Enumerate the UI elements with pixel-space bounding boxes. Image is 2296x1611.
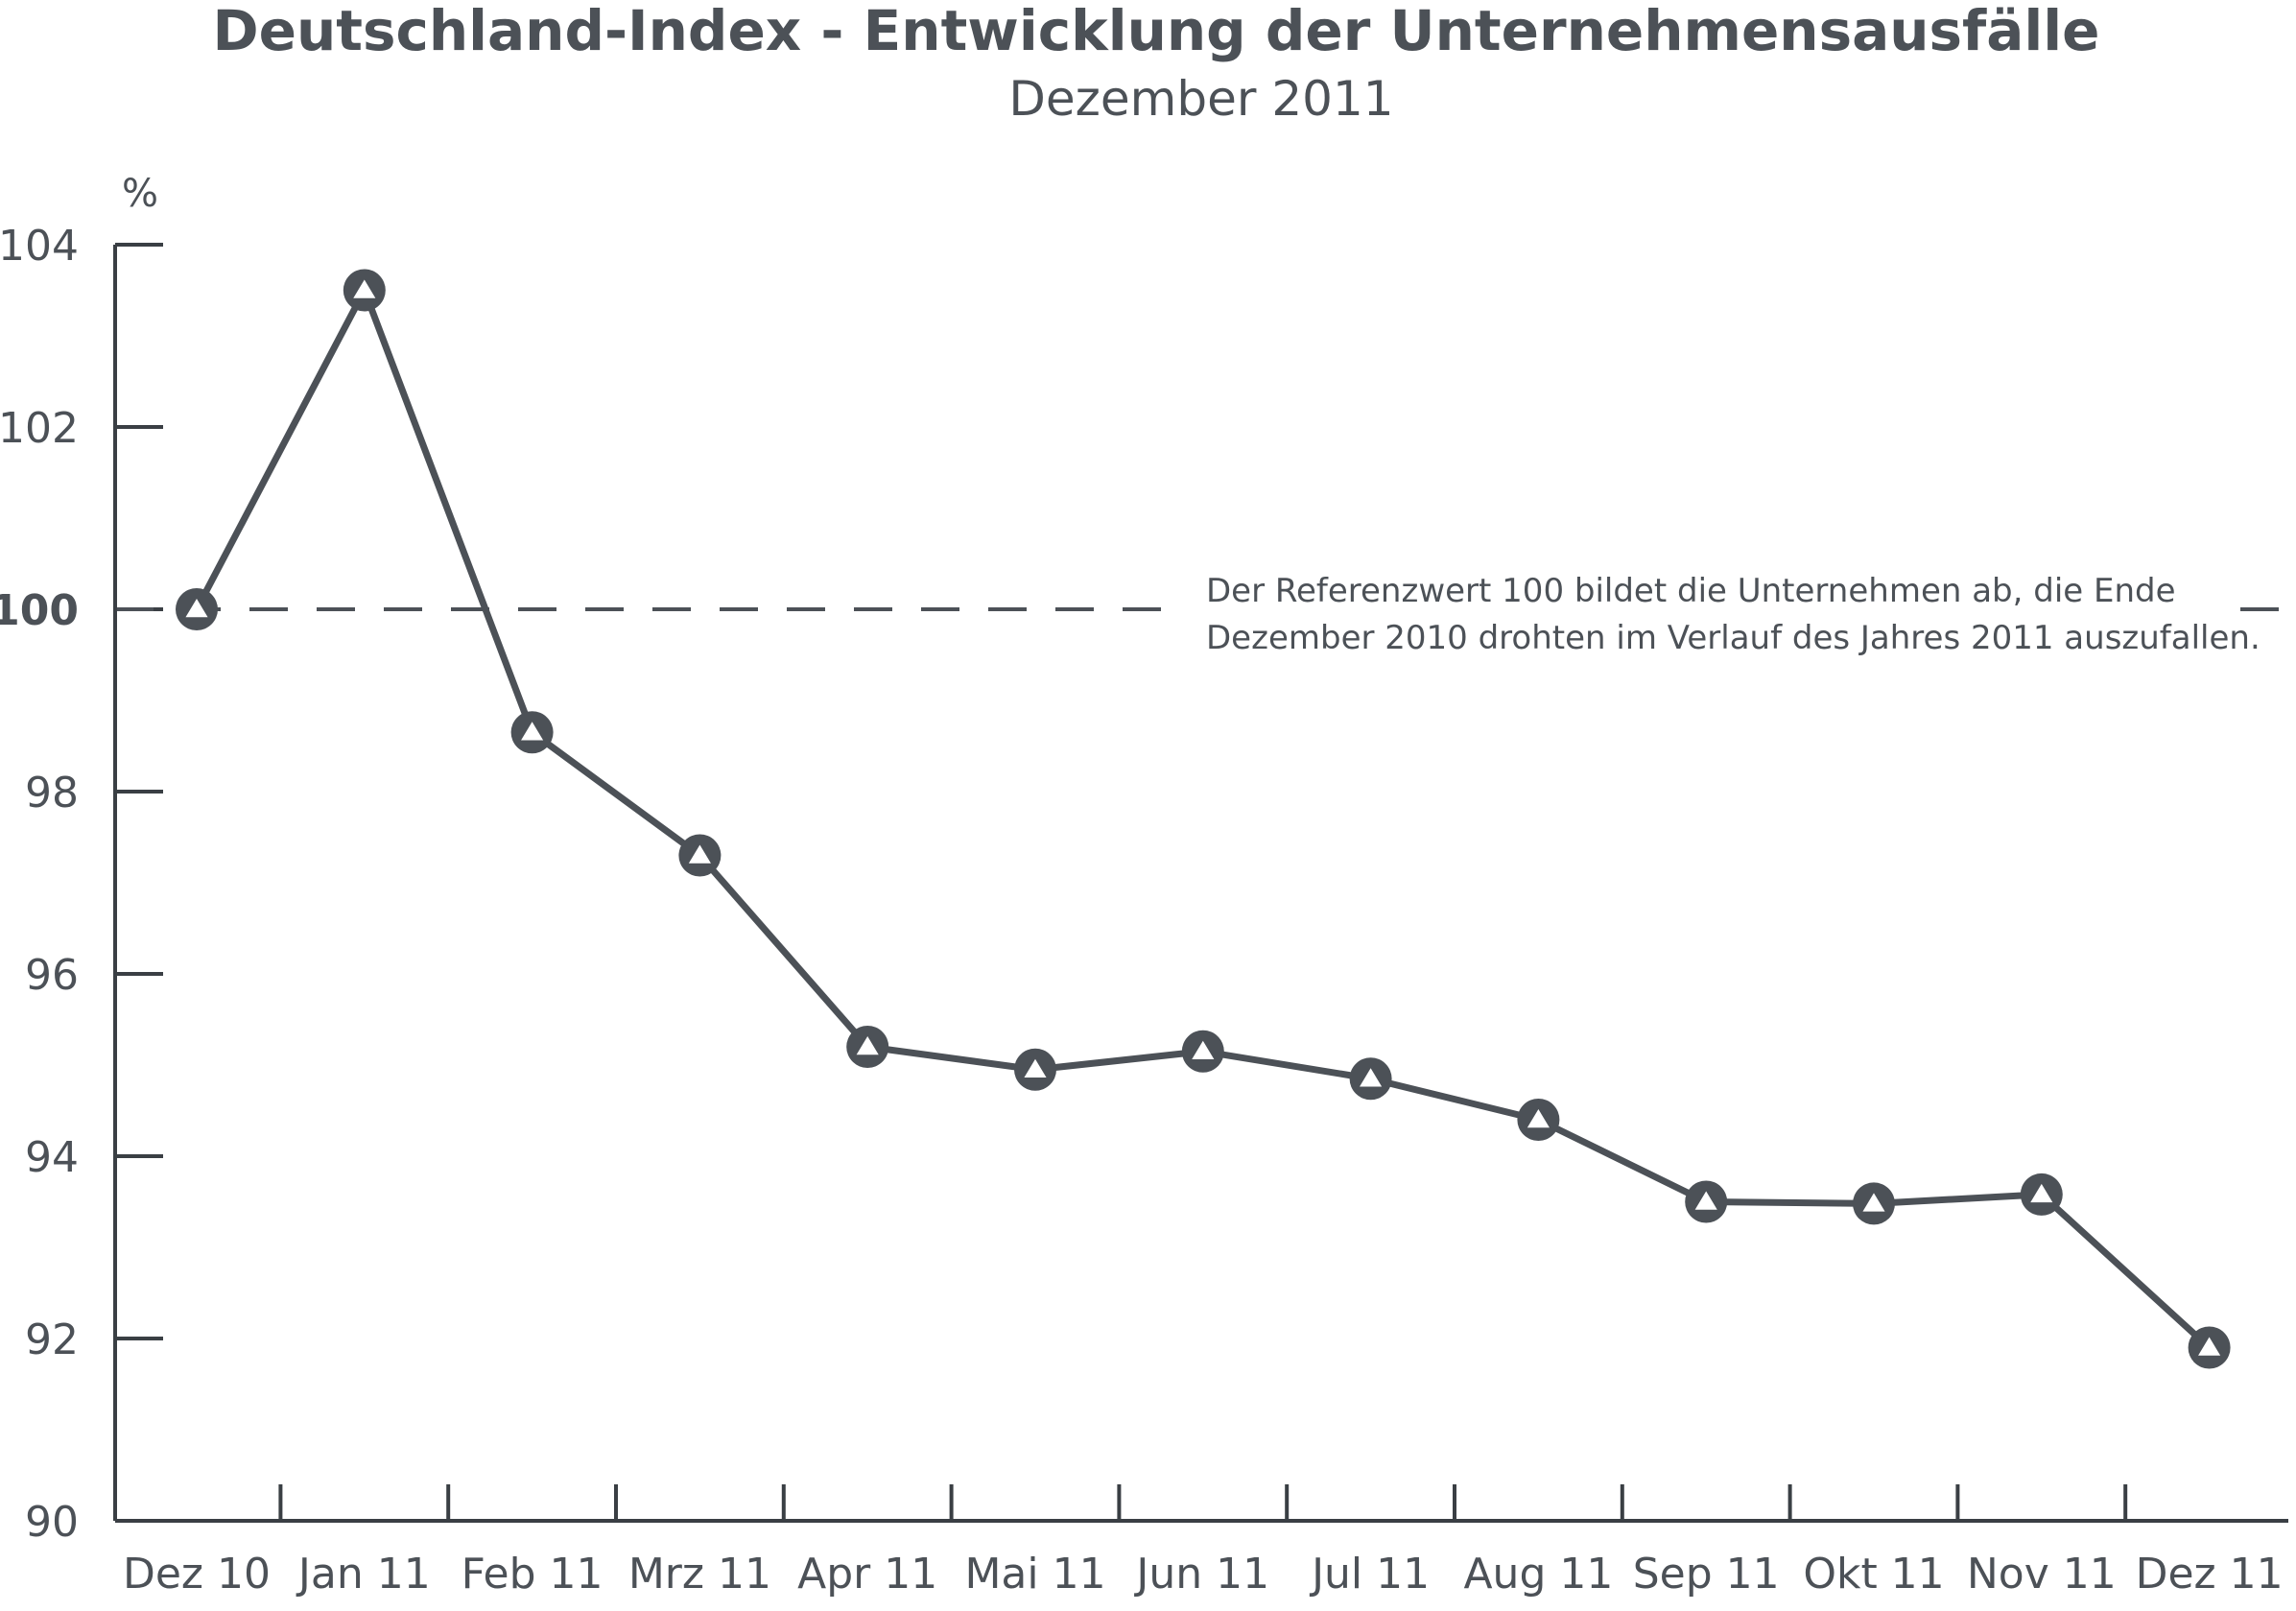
triangle-icon (1024, 1058, 1047, 1078)
data-point (1853, 1182, 1895, 1225)
y-tick-label-104: 104 (0, 222, 79, 271)
y-axis-unit-label: % (122, 172, 158, 216)
x-tick-label: Apr 11 (797, 1550, 937, 1599)
chart-subtitle: Dezember 2011 (1008, 71, 1393, 127)
triangle-icon (1527, 1109, 1550, 1128)
data-point (1517, 1099, 1560, 1141)
x-tick-label: Jan 11 (296, 1550, 431, 1599)
triangle-icon (856, 1036, 879, 1055)
triangle-icon (521, 722, 544, 741)
y-tick-label-92: 92 (25, 1315, 79, 1364)
data-point (1014, 1048, 1056, 1091)
chart-title: Deutschland-Index - Entwicklung der Unte… (212, 0, 2099, 63)
x-tick-label: Mai 11 (964, 1550, 1105, 1599)
series-line-group (193, 287, 2212, 1351)
y-tick-label-100: 100 (0, 586, 79, 635)
x-tick-label: Dez 11 (2136, 1550, 2284, 1599)
y-tick-label-98: 98 (25, 769, 79, 817)
x-tick-label: Sep 11 (1633, 1550, 1780, 1599)
x-tick-label: Jul 11 (1309, 1550, 1430, 1599)
x-tick-label: Okt 11 (1803, 1550, 1944, 1599)
y-tick-label-94: 94 (25, 1133, 79, 1182)
triangle-icon (2198, 1337, 2221, 1356)
data-point (510, 711, 554, 754)
triangle-icon (185, 599, 208, 618)
data-point (2188, 1326, 2231, 1369)
y-axis-ticks: 90 92 94 96 98 100 102 104 (0, 222, 163, 1547)
series-markers (176, 269, 2231, 1369)
triangle-icon (1192, 1040, 1215, 1059)
triangle-icon (1694, 1191, 1717, 1210)
data-point (176, 588, 218, 630)
data-point (1685, 1180, 1728, 1223)
data-point (2020, 1173, 2063, 1216)
triangle-icon (1862, 1193, 1885, 1212)
data-point (1181, 1030, 1224, 1073)
x-tick-label: Jun 11 (1133, 1550, 1269, 1599)
triangle-icon (1360, 1068, 1383, 1087)
y-tick-label-96: 96 (25, 951, 79, 1000)
data-point (846, 1026, 889, 1068)
y-tick-label-102: 102 (0, 404, 79, 453)
triangle-icon (688, 844, 711, 864)
series-line (193, 287, 2212, 1351)
data-point (678, 834, 722, 877)
x-tick-label: Feb 11 (462, 1550, 604, 1599)
triangle-icon (353, 279, 376, 298)
data-point (343, 269, 386, 312)
x-tick-label: Mrz 11 (628, 1550, 771, 1599)
x-tick-label: Nov 11 (1967, 1550, 2117, 1599)
triangle-icon (2030, 1183, 2053, 1203)
reference-annotation-line-2: Dezember 2010 drohten im Verlauf des Jah… (1206, 619, 2260, 657)
x-tick-label: Aug 11 (1463, 1550, 1613, 1599)
x-axis-ticks: Dez 10 Jan 11 Feb 11 Mrz 11 Apr 11 Mai 11 Jun … (123, 1484, 2284, 1599)
reference-annotation-line-1: Der Referenzwert 100 bildet die Unterneh… (1206, 572, 2176, 610)
x-tick-label: Dez 10 (123, 1550, 271, 1599)
data-point (1349, 1057, 1392, 1101)
y-tick-label-90: 90 (25, 1498, 79, 1547)
